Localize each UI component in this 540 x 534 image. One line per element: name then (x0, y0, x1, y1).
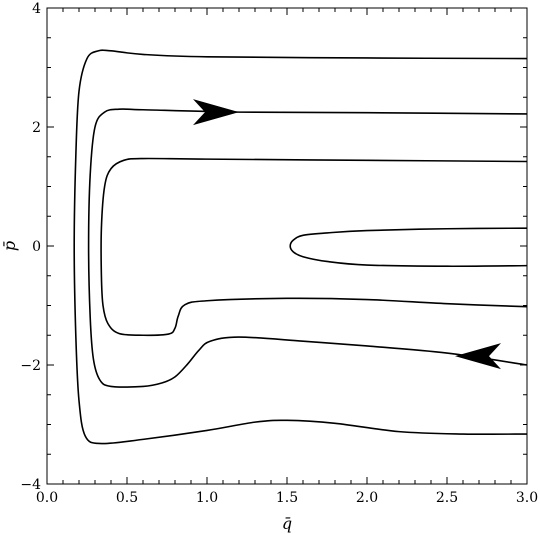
x-tick-label: 0.0 (36, 490, 58, 506)
plot-frame (46, 7, 528, 485)
y-tick-label: −2 (20, 358, 41, 374)
y-tick-label: 4 (32, 1, 41, 17)
trajectory-3 (100, 157, 528, 337)
x-axis-ticks: 0.0 0.5 1.0 1.5 2.0 2.5 3.0 (36, 8, 538, 506)
direction-arrows (193, 99, 501, 370)
x-tick-label: 0.5 (116, 490, 138, 506)
x-tick-label: 1.5 (276, 490, 298, 506)
direction-arrow-2 (455, 343, 501, 370)
y-axis-label: p̄ (0, 241, 19, 251)
y-axis-ticks: −4 −2 0 2 4 (20, 1, 527, 493)
x-tick-label: 2.0 (356, 490, 378, 506)
x-axis-label-group: q̄ (282, 514, 292, 533)
trajectories (73, 49, 528, 445)
trajectory-1 (73, 49, 528, 445)
trajectory-2 (87, 108, 528, 388)
x-tick-label: 2.5 (436, 490, 458, 506)
direction-arrow-1 (193, 99, 239, 126)
x-tick-label: 3.0 (516, 490, 538, 506)
y-tick-label: 2 (32, 120, 41, 136)
y-tick-label: −4 (20, 477, 41, 493)
x-tick-label: 1.0 (196, 490, 218, 506)
x-axis-label: q̄ (282, 514, 292, 533)
trajectory-4 (289, 227, 528, 268)
y-tick-label: 0 (32, 239, 41, 255)
y-axis-label-group: p̄ (0, 241, 19, 251)
